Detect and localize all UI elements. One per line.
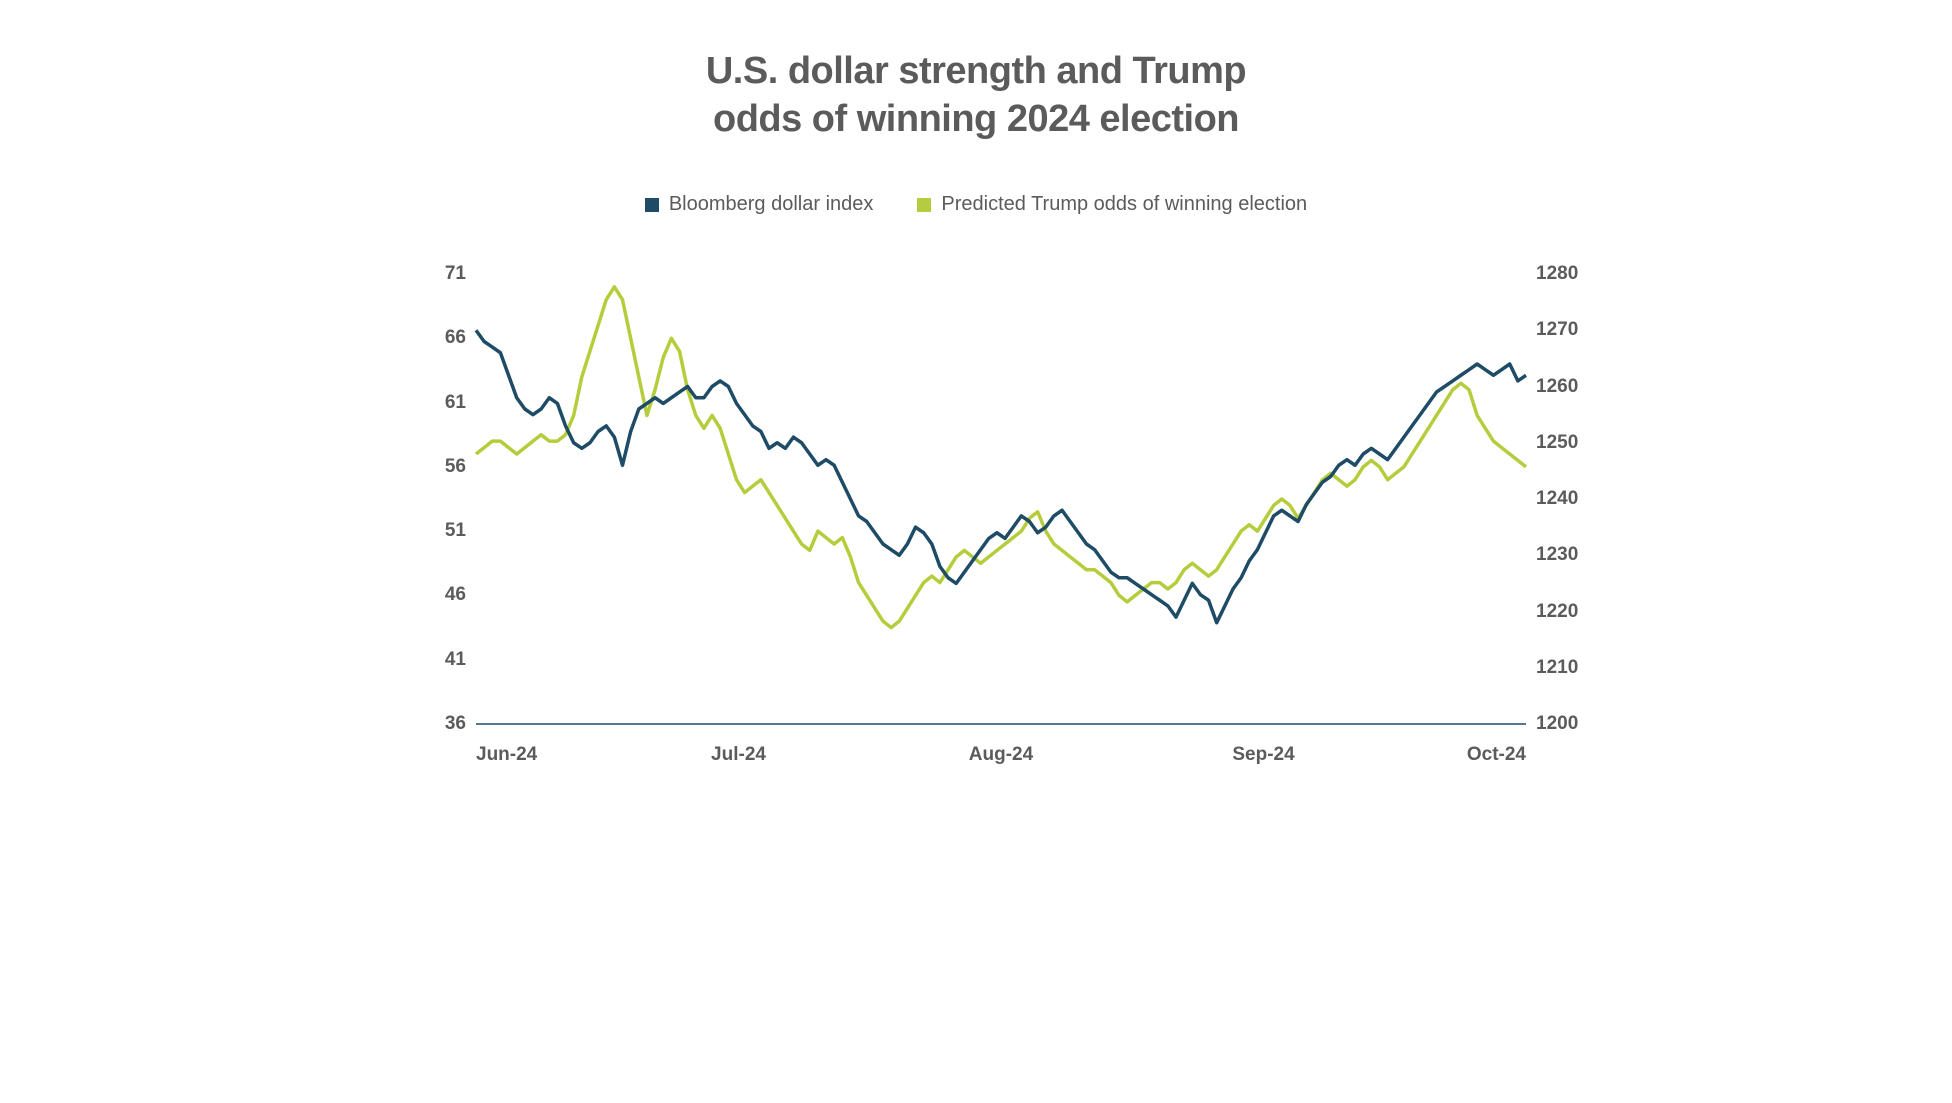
- x-tick: Jun-24: [476, 744, 537, 766]
- y-right-tick: 1240: [1536, 488, 1596, 510]
- plot-area: [476, 274, 1526, 724]
- y-right-tick: 1200: [1536, 713, 1596, 735]
- legend-item: Predicted Trump odds of winning election: [917, 193, 1307, 216]
- x-tick: Aug-24: [969, 744, 1033, 766]
- x-tick: Jul-24: [711, 744, 766, 766]
- series-trump_odds: [476, 287, 1526, 628]
- legend-item: Bloomberg dollar index: [645, 193, 874, 216]
- y-axis-right-labels: 120012101220123012401250126012701280: [1536, 274, 1596, 724]
- legend-swatch: [645, 198, 659, 212]
- plot-svg: [476, 274, 1526, 724]
- y-right-tick: 1250: [1536, 432, 1596, 454]
- x-tick: Sep-24: [1232, 744, 1294, 766]
- y-left-tick: 61: [416, 392, 466, 414]
- x-tick: Oct-24: [1467, 744, 1526, 766]
- y-left-tick: 41: [416, 649, 466, 671]
- y-right-tick: 1210: [1536, 657, 1596, 679]
- y-right-tick: 1270: [1536, 319, 1596, 341]
- y-right-tick: 1280: [1536, 263, 1596, 285]
- chart-title: U.S. dollar strength and Trump odds of w…: [256, 48, 1696, 143]
- y-left-tick: 36: [416, 713, 466, 735]
- title-line-2: odds of winning 2024 election: [713, 98, 1239, 140]
- y-axis-left-labels: 3641465156616671: [416, 274, 466, 724]
- y-left-tick: 66: [416, 327, 466, 349]
- y-left-tick: 71: [416, 263, 466, 285]
- series-dollar_index: [476, 330, 1526, 623]
- legend-label: Predicted Trump odds of winning election: [941, 193, 1307, 216]
- legend-label: Bloomberg dollar index: [669, 193, 874, 216]
- chart-container: U.S. dollar strength and Trump odds of w…: [256, 0, 1696, 810]
- y-left-tick: 56: [416, 456, 466, 478]
- y-right-tick: 1230: [1536, 544, 1596, 566]
- legend: Bloomberg dollar index Predicted Trump od…: [256, 193, 1696, 218]
- y-right-tick: 1220: [1536, 601, 1596, 623]
- legend-swatch: [917, 198, 931, 212]
- title-line-1: U.S. dollar strength and Trump: [706, 50, 1246, 92]
- y-left-tick: 46: [416, 584, 466, 606]
- y-left-tick: 51: [416, 520, 466, 542]
- y-right-tick: 1260: [1536, 376, 1596, 398]
